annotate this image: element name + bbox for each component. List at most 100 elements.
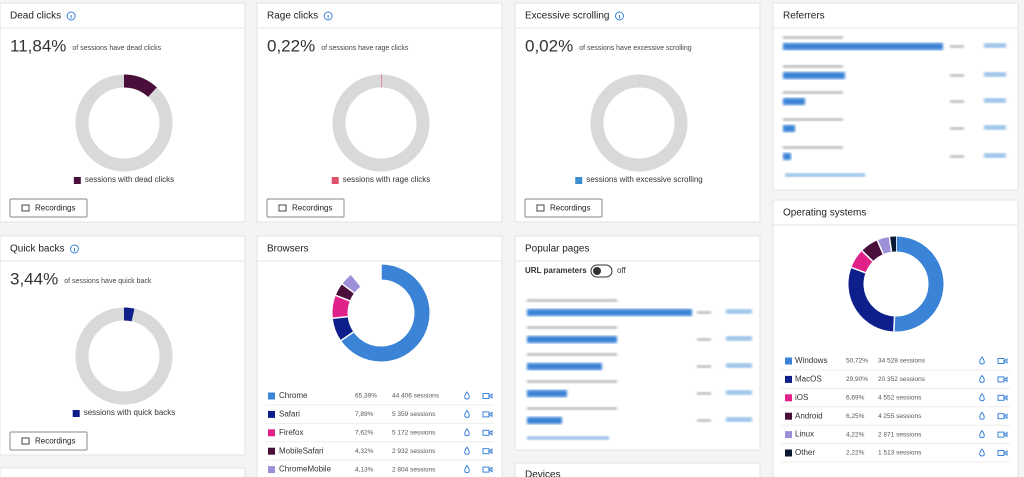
recording-icon[interactable] — [1003, 413, 1008, 420]
recording-icon[interactable] — [1003, 376, 1008, 383]
heatmap-icon[interactable] — [979, 411, 985, 420]
heatmap-icon[interactable] — [464, 409, 470, 418]
blurred-icon — [726, 309, 752, 314]
blurred-text — [950, 100, 964, 103]
heatmap-icon[interactable] — [464, 427, 470, 437]
heatmap-icon[interactable] — [464, 391, 470, 400]
donut-slice — [893, 236, 944, 332]
row-name: MacOS — [795, 375, 822, 384]
row-sessions: 2 804 sessions — [392, 466, 436, 473]
recording-icon[interactable] — [1003, 358, 1008, 364]
blurred-icon — [984, 72, 1006, 77]
button[interactable] — [9, 431, 88, 451]
legend-swatch — [785, 394, 792, 402]
row-share: 6,25% — [846, 413, 865, 420]
legend-swatch — [785, 412, 792, 420]
heatmap-icon[interactable] — [979, 429, 985, 439]
blurred-text — [697, 311, 711, 314]
row-share: 7,62% — [355, 430, 374, 437]
legend-swatch — [785, 431, 792, 439]
recording-icon[interactable] — [1003, 394, 1008, 401]
donut-gap — [888, 236, 893, 252]
recording-icon[interactable] — [488, 411, 493, 418]
button-label[interactable]: Recordings — [550, 204, 590, 213]
button-label[interactable]: Recordings — [35, 204, 75, 213]
row-share: 6,69% — [846, 395, 865, 402]
blurred-text — [527, 380, 617, 383]
blurred-text — [783, 146, 843, 149]
legend-swatch — [268, 392, 275, 400]
button-label[interactable]: Recordings — [292, 204, 332, 213]
description: of sessions have excessive scrolling — [579, 45, 692, 52]
card-title: Popular pages — [525, 244, 590, 255]
row-share: 50,72% — [846, 358, 868, 365]
row-sessions: 4 552 sessions — [878, 395, 922, 402]
legend-swatch — [331, 177, 339, 184]
row-share: 29,90% — [846, 376, 868, 383]
button[interactable] — [266, 198, 345, 218]
donut-slice — [123, 74, 157, 98]
button[interactable] — [524, 198, 603, 218]
donut-gap — [332, 315, 348, 319]
donut-slice — [123, 307, 135, 322]
donut-gap — [341, 283, 355, 294]
heatmap-icon[interactable] — [979, 356, 985, 365]
blurred-icon — [726, 390, 752, 395]
row-share: 4,32% — [355, 448, 374, 455]
card — [514, 462, 761, 477]
toggle-knob — [593, 267, 601, 275]
donut-gap — [851, 266, 866, 274]
heatmap-icon[interactable] — [464, 464, 470, 474]
recording-icon[interactable] — [488, 429, 493, 436]
blurred-bar — [783, 98, 805, 105]
legend-label: sessions with dead clicks — [85, 175, 174, 184]
row-name: Windows — [795, 356, 827, 365]
button[interactable] — [9, 198, 88, 218]
recording-icon[interactable] — [1003, 431, 1008, 438]
donut-slice — [335, 283, 355, 302]
blurred-text — [527, 407, 617, 410]
info-icon — [66, 11, 76, 21]
button-label[interactable]: Recordings — [35, 437, 75, 446]
rate: 0,02% — [525, 36, 573, 55]
blurred-text — [950, 45, 964, 48]
recording-icon[interactable] — [488, 448, 493, 455]
heatmap-icon[interactable] — [979, 392, 985, 402]
description: of sessions have dead clicks — [72, 45, 161, 52]
toggle-label: URL parameters — [525, 266, 587, 275]
info-icon — [323, 11, 333, 21]
legend-swatch — [268, 466, 275, 474]
blurred-bar — [783, 153, 791, 160]
blurred-text — [783, 65, 843, 68]
card-title: Operating systems — [783, 208, 866, 219]
heatmap-icon[interactable] — [979, 374, 985, 383]
rate: 0,22% — [267, 36, 315, 55]
recording-icon[interactable] — [1003, 450, 1008, 456]
card-title: Referrers — [783, 11, 825, 22]
donut-gap — [861, 250, 874, 262]
row-sessions: 5 172 sessions — [392, 430, 436, 437]
row-sessions: 2 932 sessions — [392, 448, 436, 455]
row-sessions: 5 359 sessions — [392, 411, 436, 418]
card-title: Quick backs — [10, 244, 64, 255]
row-name: Android — [795, 411, 823, 420]
recording-icon[interactable] — [488, 393, 493, 399]
blurred-bar — [527, 309, 692, 316]
recording-icon[interactable] — [488, 466, 493, 473]
blurred-text — [697, 392, 711, 395]
blurred-icon — [984, 125, 1006, 130]
heatmap-icon[interactable] — [979, 448, 985, 457]
row-sessions: 44 406 sessions — [392, 393, 440, 400]
blurred-text — [783, 36, 843, 39]
card — [0, 467, 246, 477]
rate: 11,84% — [10, 36, 66, 55]
card — [772, 2, 1019, 191]
blurred-icon — [726, 336, 752, 341]
rate: 3,44% — [10, 269, 58, 288]
row-share: 2,22% — [846, 450, 865, 457]
row-name: Firefox — [279, 428, 303, 437]
donut-slice — [342, 274, 361, 294]
blurred-text — [697, 338, 711, 341]
heatmap-icon[interactable] — [464, 446, 470, 455]
legend-swatch — [575, 177, 583, 184]
